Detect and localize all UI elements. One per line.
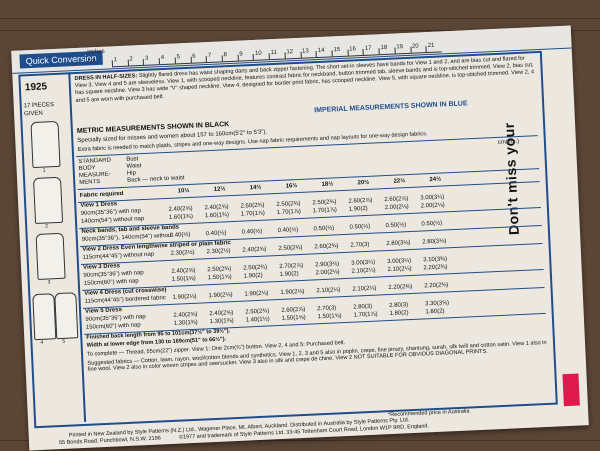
ruler-number: 8 xyxy=(223,52,227,58)
ruler-number: 11 xyxy=(271,50,278,56)
ruler-inches-label: inches xyxy=(87,49,105,56)
ruler-number: 18 xyxy=(380,45,387,51)
ruler-number: 12 xyxy=(286,49,293,55)
ruler-number: 21 xyxy=(428,43,435,49)
ruler-number: 5 xyxy=(176,54,180,60)
view-1-number: 1 xyxy=(43,167,46,173)
ruler-number: 13 xyxy=(302,48,309,54)
ruler-number: 2 xyxy=(129,56,133,62)
ruler-number: 1 xyxy=(114,57,118,63)
ruler-number: 9 xyxy=(239,51,243,57)
pattern-number: 1925 xyxy=(25,81,48,93)
ruler-number: 14 xyxy=(318,48,325,54)
view-4-number: 4 xyxy=(40,340,43,346)
ruler-number: 19 xyxy=(396,44,403,50)
view-3-sketch xyxy=(36,233,66,280)
ruler-cm-label: cm xyxy=(88,58,96,64)
ruler-number: 16 xyxy=(349,46,356,52)
view-1-sketch xyxy=(30,121,60,168)
view-3-number: 3 xyxy=(48,279,51,285)
view-2-number: 2 xyxy=(45,223,48,229)
ruler-number: 20 xyxy=(412,43,419,49)
ruler-number: 4 xyxy=(161,55,165,61)
wood-grain xyxy=(0,18,600,19)
pieces-given: 17 PIECES GIVEN xyxy=(24,101,65,119)
ruler-number: 3 xyxy=(145,56,149,62)
ruler-number: 7 xyxy=(208,53,212,59)
red-tab xyxy=(562,374,579,407)
ruler-number: 15 xyxy=(333,47,340,53)
ruler-number: 10 xyxy=(255,51,262,57)
view-5-sketch xyxy=(54,292,78,339)
view-2-sketch xyxy=(33,177,63,224)
view-4-sketch xyxy=(32,293,56,340)
view-5-number: 5 xyxy=(62,339,65,345)
ruler-number: 17 xyxy=(365,46,372,52)
ruler-number: 6 xyxy=(192,54,196,60)
